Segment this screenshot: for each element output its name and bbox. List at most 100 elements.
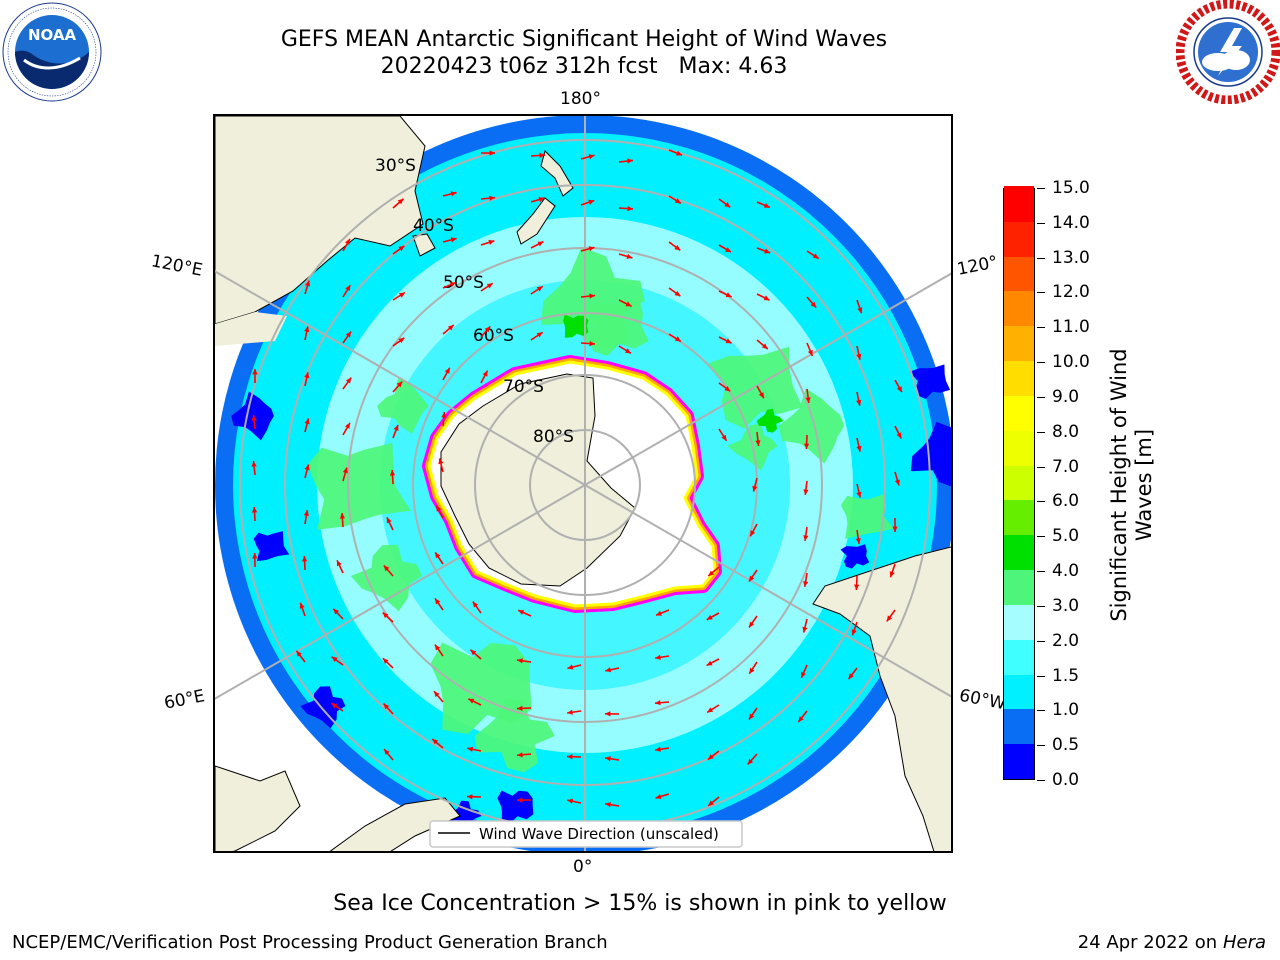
wave-direction-arrowhead bbox=[674, 290, 681, 297]
wave-direction-arrowhead bbox=[486, 283, 493, 289]
wave-direction-arrowhead bbox=[449, 282, 456, 287]
wave-direction-arrowhead bbox=[725, 292, 732, 297]
wave-direction-arrowhead bbox=[438, 458, 444, 465]
africa-land bbox=[329, 797, 461, 851]
wave-direction-arrowhead bbox=[706, 614, 713, 620]
low-wave-patch bbox=[909, 364, 951, 399]
legend-label: Wind Wave Direction (unscaled) bbox=[479, 825, 719, 843]
wave-direction-arrowhead bbox=[802, 626, 808, 633]
colorbar-tick bbox=[1037, 292, 1045, 294]
colorbar-segment bbox=[1004, 221, 1034, 257]
wave-direction-arrowhead bbox=[304, 464, 310, 471]
high-wave-patch bbox=[307, 442, 411, 530]
wave-direction-arrowhead bbox=[812, 253, 819, 259]
colorbar-tick bbox=[1037, 710, 1045, 712]
low-wave-patch bbox=[300, 686, 346, 729]
high-wave-patch bbox=[377, 378, 429, 434]
colorbar-tick-label: 7.0 bbox=[1052, 456, 1080, 477]
wave-direction-arrowhead bbox=[252, 553, 258, 559]
wave-direction-arrowhead bbox=[304, 326, 310, 333]
colorbar-tick-label: 8.0 bbox=[1052, 421, 1080, 442]
wave-direction-arrowhead bbox=[854, 584, 860, 590]
wave-direction-arrowhead bbox=[605, 667, 612, 673]
wave-direction-arrowhead bbox=[304, 418, 310, 425]
wave-direction-arrowhead bbox=[707, 707, 714, 713]
footer-credit: NCEP/EMC/Verification Post Processing Pr… bbox=[12, 932, 608, 953]
colorbar-tick-label: 1.0 bbox=[1052, 700, 1080, 721]
colorbar-segment bbox=[1004, 743, 1034, 779]
colorbar-tick-label: 13.0 bbox=[1052, 247, 1090, 268]
colorbar-tick bbox=[1037, 605, 1045, 607]
colorbar-segment bbox=[1004, 708, 1034, 745]
wave-direction-arrowhead bbox=[803, 581, 809, 587]
wave-direction-arrowhead bbox=[518, 610, 525, 615]
lon-label-120w: 120° bbox=[955, 252, 1000, 280]
wave-direction-arrowhead bbox=[393, 424, 399, 431]
footer-host: Hera bbox=[1222, 932, 1266, 953]
wave-direction-arrowhead bbox=[517, 752, 523, 758]
wave-direction-arrowhead bbox=[605, 711, 611, 717]
wave-direction-arrowhead bbox=[302, 556, 308, 562]
wave-direction-arrowhead bbox=[296, 650, 302, 657]
colorbar bbox=[1003, 186, 1035, 780]
colorbar-tick bbox=[1037, 396, 1045, 398]
wave-direction-arrowhead bbox=[342, 467, 348, 474]
wave-direction-arrowhead bbox=[536, 286, 543, 292]
wave-direction-arrowhead bbox=[763, 203, 770, 208]
wave-direction-arrowhead bbox=[398, 245, 405, 252]
colorbar-segment bbox=[1004, 673, 1034, 710]
latitude-label: 80°S bbox=[533, 427, 574, 447]
wave-direction-arrowhead bbox=[567, 754, 573, 760]
colorbar-tick bbox=[1037, 431, 1045, 433]
colorbar-tick-label: 2.0 bbox=[1052, 630, 1080, 651]
madagascar-land bbox=[215, 765, 301, 851]
wave-direction-arrowhead bbox=[655, 746, 661, 752]
latitude-label: 30°S bbox=[375, 156, 416, 176]
wave-direction-arrowhead bbox=[397, 198, 404, 205]
low-wave-patch bbox=[231, 391, 274, 441]
wave-direction-arrowhead bbox=[848, 673, 854, 680]
wave-direction-arrowhead bbox=[750, 530, 756, 537]
wave-direction-arrowhead bbox=[805, 397, 811, 403]
wave-direction-arrowhead bbox=[303, 510, 309, 516]
wave-direction-arrowhead bbox=[588, 199, 595, 205]
wave-direction-arrowhead bbox=[674, 245, 681, 251]
nws-logo bbox=[1176, 0, 1280, 104]
antarctica-land bbox=[440, 373, 636, 587]
wave-direction-arrowhead bbox=[382, 658, 389, 664]
wave-direction-arrowhead bbox=[851, 629, 857, 636]
wave-direction-arrowhead bbox=[655, 700, 661, 706]
wave-direction-arrowhead bbox=[538, 197, 545, 203]
wave-direction-arrowhead bbox=[450, 237, 457, 243]
wave-direction-arrowhead bbox=[755, 440, 761, 446]
wave-direction-arrowhead bbox=[470, 649, 477, 656]
colorbar-tick bbox=[1037, 571, 1045, 573]
wave-direction-arrowhead bbox=[386, 517, 392, 524]
wave-direction-arrowhead bbox=[749, 621, 755, 628]
wave-direction-arrowhead bbox=[656, 610, 662, 616]
wave-direction-arrowhead bbox=[489, 195, 495, 201]
wave-direction-arrowhead bbox=[855, 538, 861, 544]
map-panel: 30°S 40°S 50°S 60°S 70°S 80°S Wind Wave Direct… bbox=[213, 114, 953, 853]
wave-direction-arrowhead bbox=[758, 392, 764, 399]
map-legend bbox=[429, 820, 743, 848]
wave-direction-arrowhead bbox=[707, 754, 714, 760]
lon-label-180: 180° bbox=[560, 89, 601, 109]
colorbar-segment bbox=[1004, 360, 1034, 396]
wave-direction-arrowhead bbox=[588, 154, 595, 160]
wave-direction-arrowhead bbox=[625, 348, 631, 354]
wave-direction-arrowhead bbox=[345, 238, 350, 245]
peak-wave-patch bbox=[756, 408, 784, 433]
wave-direction-arrowhead bbox=[889, 571, 895, 578]
colorbar-segment bbox=[1004, 430, 1034, 466]
wave-direction-arrowhead bbox=[721, 434, 727, 441]
wave-direction-arrowhead bbox=[625, 301, 632, 307]
wave-direction-arrowhead bbox=[588, 246, 595, 252]
wave-direction-arrowhead bbox=[676, 150, 682, 156]
colorbar-tick bbox=[1037, 745, 1045, 747]
wave-direction-arrowhead bbox=[536, 332, 543, 338]
colorbar-tick-label: 9.0 bbox=[1052, 386, 1080, 407]
high-wave-patch bbox=[350, 544, 423, 612]
colorbar-tick-label: 6.0 bbox=[1052, 491, 1080, 512]
wave-direction-arrowhead bbox=[305, 280, 310, 287]
